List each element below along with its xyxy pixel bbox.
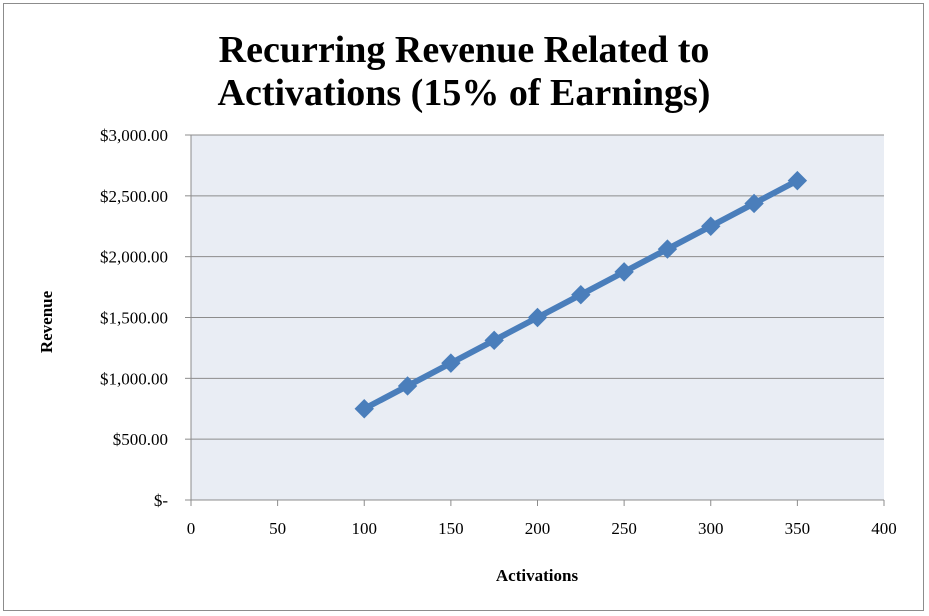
y-tick-label-1000: $1,000.00	[100, 369, 168, 388]
y-tick-label-500: $500.00	[113, 430, 168, 449]
x-tick-label-0: 0	[187, 519, 196, 538]
x-tick-label-250: 250	[611, 519, 637, 538]
x-tick-label-100: 100	[352, 519, 378, 538]
y-tick-label-2500: $2,500.00	[100, 187, 168, 206]
data-point-300	[701, 216, 721, 236]
series-layer	[354, 170, 808, 419]
data-point-350	[787, 170, 808, 191]
data-point-125	[397, 376, 418, 396]
x-tick-label-350: 350	[785, 519, 811, 538]
y-tick-labels: $- $500.00 $1,000.00 $1,500.00 $2,000.00 $2,5…	[100, 126, 168, 510]
chart-canvas: Recurring Revenue Related to Activations…	[37, 29, 897, 585]
x-tick-label-50: 50	[269, 519, 286, 538]
y-tick-label-0: $-	[154, 491, 169, 510]
chart-title-line-2: Activations (15% of Earnings)	[218, 72, 711, 114]
data-point-250	[614, 262, 634, 282]
chart-frame: Recurring Revenue Related to Activations…	[3, 3, 924, 611]
x-axis-title: Activations	[496, 566, 579, 585]
y-tick-label-1500: $1,500.00	[100, 309, 168, 328]
data-point-325	[744, 193, 764, 214]
data-point-225	[571, 284, 591, 305]
y-axis-title: Revenue	[37, 290, 56, 353]
data-point-175	[484, 330, 504, 351]
data-point-275	[657, 239, 678, 259]
axes	[185, 134, 885, 506]
x-tick-label-200: 200	[525, 519, 551, 538]
x-tick-labels: 0 50 100 150 200 250 300 350 400	[187, 519, 897, 538]
x-tick-label-300: 300	[698, 519, 724, 538]
x-tick-label-400: 400	[871, 519, 897, 538]
y-tick-label-2000: $2,000.00	[100, 248, 168, 267]
data-point-150	[441, 353, 461, 373]
x-tick-label-150: 150	[438, 519, 464, 538]
data-point-100	[354, 399, 374, 419]
data-point-200	[527, 307, 548, 328]
y-tick-label-3000: $3,000.00	[100, 126, 168, 145]
chart-title-line-1: Recurring Revenue Related to	[219, 29, 710, 71]
